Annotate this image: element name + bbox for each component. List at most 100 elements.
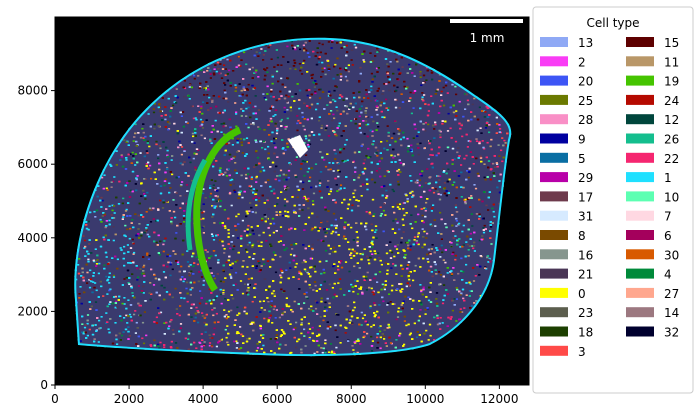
cell-dot bbox=[236, 237, 239, 239]
cell-dot bbox=[331, 287, 334, 289]
cell-dot bbox=[483, 147, 486, 150]
cell-dot bbox=[324, 249, 328, 252]
cell-dot bbox=[122, 197, 125, 200]
cell-dot bbox=[205, 302, 208, 305]
cell-dot bbox=[258, 52, 261, 54]
cell-dot bbox=[320, 347, 323, 349]
cell-dot bbox=[210, 233, 214, 235]
cell-dot bbox=[88, 286, 92, 289]
cell-dot bbox=[247, 126, 250, 129]
cell-dot bbox=[225, 175, 228, 177]
cell-dot bbox=[303, 128, 306, 131]
cell-dot bbox=[363, 61, 366, 63]
cell-dot bbox=[203, 344, 206, 347]
cell-dot bbox=[267, 320, 270, 323]
cell-dot bbox=[433, 339, 436, 341]
cell-dot bbox=[96, 259, 99, 261]
cell-dot bbox=[324, 339, 327, 341]
cell-dot bbox=[134, 310, 137, 312]
cell-dot bbox=[131, 295, 134, 297]
cell-dot bbox=[298, 208, 301, 211]
cell-dot bbox=[439, 130, 442, 133]
cell-dot bbox=[94, 248, 97, 250]
cell-dot bbox=[303, 59, 306, 62]
cell-dot bbox=[276, 203, 279, 205]
cell-dot bbox=[399, 289, 402, 292]
cell-dot bbox=[250, 321, 253, 324]
cell-dot bbox=[202, 284, 205, 286]
cell-dot bbox=[370, 325, 373, 328]
cell-dot bbox=[112, 226, 115, 228]
cell-dot bbox=[145, 211, 148, 213]
cell-dot bbox=[307, 307, 311, 310]
cell-dot bbox=[392, 156, 395, 159]
cell-dot bbox=[427, 158, 430, 160]
cell-dot bbox=[343, 187, 346, 189]
cell-dot bbox=[455, 93, 458, 96]
cell-dot bbox=[313, 352, 316, 355]
cell-dot bbox=[88, 279, 91, 281]
cell-dot bbox=[435, 90, 438, 92]
cell-dot bbox=[123, 245, 126, 248]
cell-dot bbox=[382, 209, 385, 212]
cell-dot bbox=[351, 345, 354, 347]
cell-dot bbox=[417, 131, 420, 133]
cell-dot bbox=[255, 51, 258, 53]
cell-dot bbox=[131, 151, 134, 154]
cell-dot bbox=[402, 164, 405, 167]
cell-dot bbox=[471, 245, 474, 247]
cell-dot bbox=[112, 276, 116, 278]
cell-dot bbox=[427, 339, 430, 341]
cell-dot bbox=[311, 326, 314, 329]
cell-dot bbox=[212, 239, 216, 241]
cell-dot bbox=[268, 225, 271, 228]
cell-dot bbox=[285, 297, 288, 299]
cell-dot bbox=[361, 317, 365, 320]
cell-dot bbox=[424, 313, 427, 315]
cell-dot bbox=[429, 154, 432, 156]
cell-dot bbox=[360, 311, 363, 314]
cell-dot bbox=[230, 309, 233, 312]
cell-dot bbox=[462, 271, 465, 273]
cell-dot bbox=[319, 182, 322, 184]
cell-dot bbox=[370, 85, 373, 88]
cell-dot bbox=[339, 94, 342, 96]
cell-dot bbox=[170, 262, 173, 264]
cell-dot bbox=[273, 295, 276, 297]
cell-dot bbox=[329, 326, 332, 328]
cell-dot bbox=[427, 123, 430, 126]
cell-dot bbox=[345, 139, 348, 141]
cell-dot bbox=[336, 265, 340, 268]
cell-dot bbox=[103, 264, 106, 267]
cell-dot bbox=[218, 72, 221, 75]
cell-dot bbox=[416, 235, 419, 238]
cell-dot bbox=[123, 317, 126, 319]
cell-dot bbox=[143, 273, 146, 276]
cell-dot bbox=[337, 169, 340, 172]
cell-dot bbox=[270, 140, 273, 143]
cell-dot bbox=[134, 332, 137, 334]
cell-dot bbox=[131, 292, 134, 294]
cell-dot bbox=[439, 136, 442, 139]
cell-dot bbox=[425, 201, 428, 204]
cell-dot bbox=[180, 265, 183, 268]
cell-dot bbox=[386, 125, 389, 127]
cell-dot bbox=[101, 176, 104, 179]
cell-dot bbox=[260, 245, 263, 247]
cell-dot bbox=[360, 324, 363, 326]
cell-dot bbox=[441, 251, 444, 254]
cell-dot bbox=[492, 210, 495, 213]
cell-dot bbox=[298, 107, 301, 110]
cell-dot bbox=[335, 346, 338, 349]
cell-dot bbox=[358, 115, 361, 118]
cell-dot bbox=[149, 221, 153, 223]
cell-dot bbox=[230, 277, 233, 279]
cell-dot bbox=[466, 99, 469, 102]
cell-dot bbox=[413, 75, 416, 77]
cell-dot bbox=[241, 219, 244, 222]
cell-dot bbox=[350, 59, 353, 61]
cell-dot bbox=[330, 47, 333, 49]
cell-dot bbox=[222, 289, 225, 292]
cell-dot bbox=[146, 152, 149, 154]
